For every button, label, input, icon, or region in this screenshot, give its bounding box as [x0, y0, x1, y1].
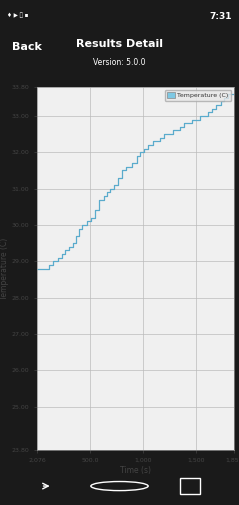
Text: Version: 5.0.0: Version: 5.0.0	[93, 58, 146, 67]
Text: Back: Back	[12, 42, 42, 52]
X-axis label: Time (s): Time (s)	[120, 466, 151, 475]
Legend: Temperature (C): Temperature (C)	[165, 90, 231, 101]
Text: 7:31: 7:31	[209, 12, 232, 21]
Text: ♦ ▶ ⬛ ▪: ♦ ▶ ⬛ ▪	[7, 12, 28, 18]
Y-axis label: Temperature (C): Temperature (C)	[0, 237, 9, 300]
Text: Results Detail: Results Detail	[76, 39, 163, 49]
